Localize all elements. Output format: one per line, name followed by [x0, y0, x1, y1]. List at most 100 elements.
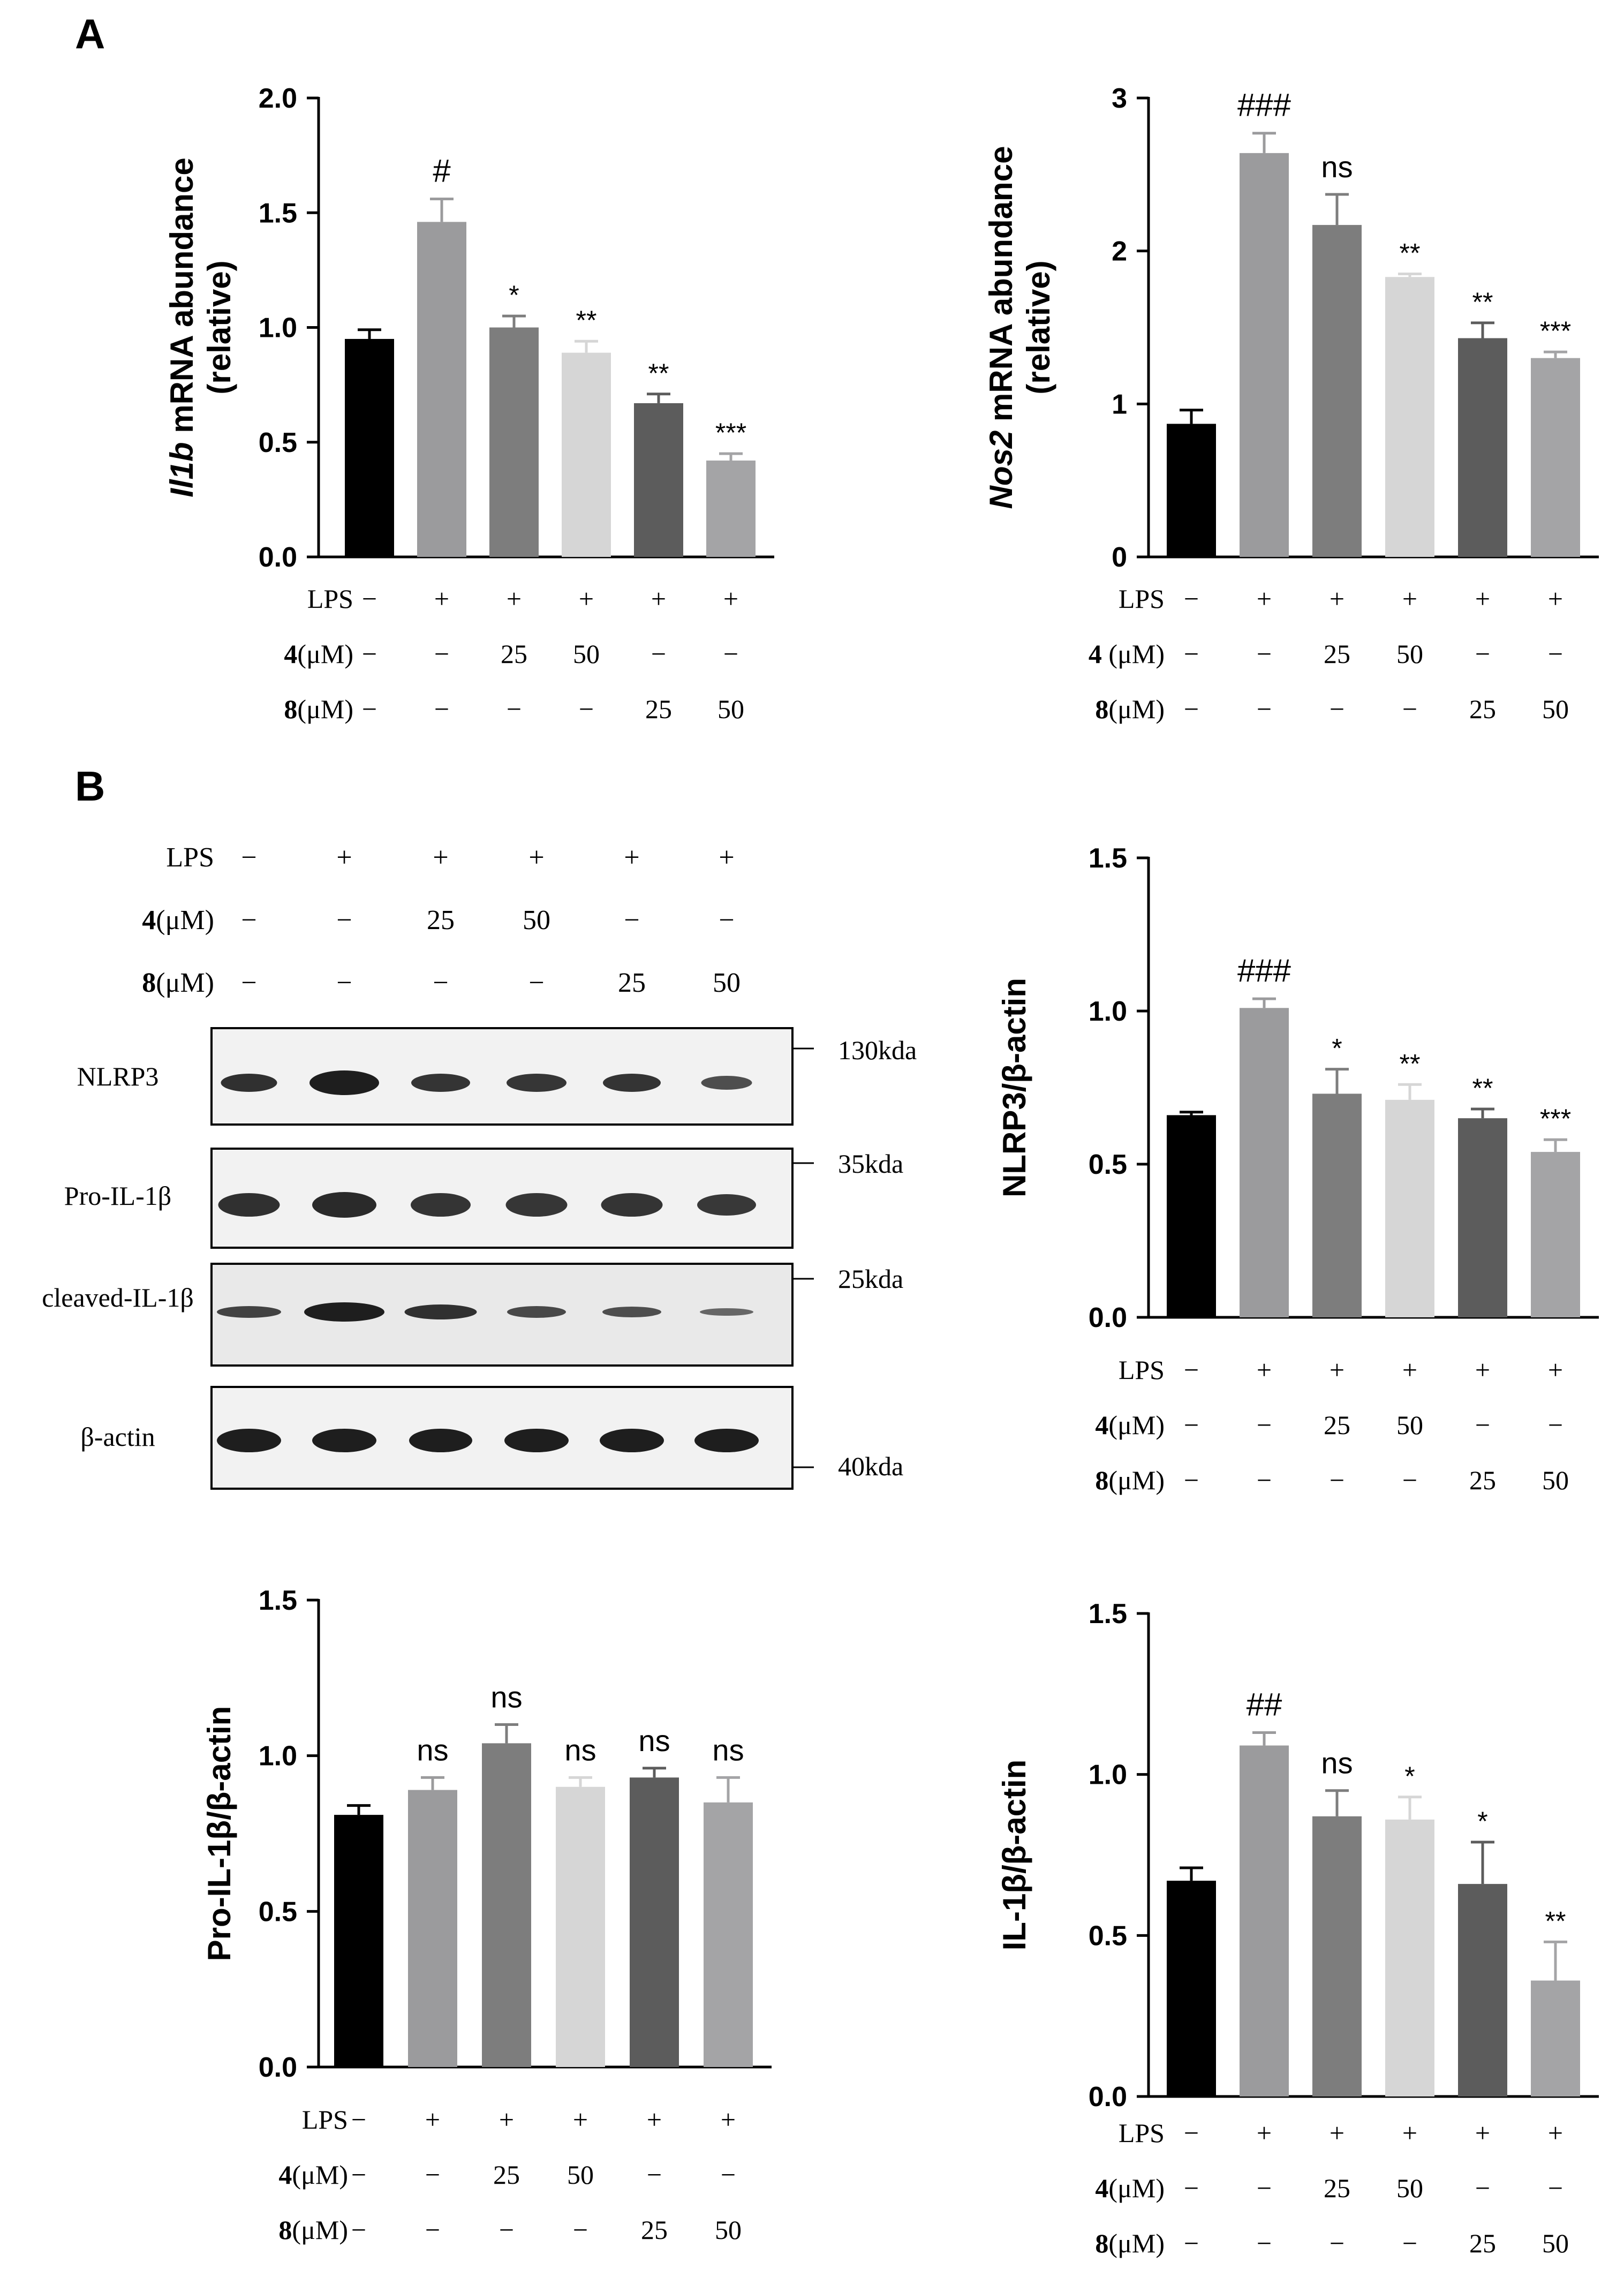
condition-cell: + — [721, 2105, 736, 2134]
condition-cell: − — [1402, 1465, 1417, 1495]
condition-cell: − — [1184, 2228, 1199, 2258]
y-tick-label: 0.5 — [259, 427, 297, 458]
condition-cell: 50 — [1542, 2228, 1569, 2258]
blot-band — [217, 1429, 281, 1452]
blot-band — [601, 1193, 663, 1217]
compound-id: 4 — [284, 639, 297, 669]
condition-cell: 50 — [523, 905, 550, 936]
blot-band — [411, 1193, 471, 1217]
compound-id: 8 — [1095, 694, 1108, 724]
compound-id: 4 — [278, 2160, 292, 2190]
blot-band — [217, 1306, 281, 1318]
condition-cell: − — [434, 694, 449, 724]
condition-cell: − — [1257, 2228, 1272, 2258]
significance-label: ## — [1247, 1686, 1282, 1722]
compound-id: 8 — [1095, 2228, 1108, 2258]
significance-label: ns — [564, 1733, 596, 1767]
condition-cell: − — [433, 968, 448, 998]
compound-id: 8 — [284, 694, 297, 724]
y-axis-label: Pro-IL-1β/β-actin — [201, 1706, 237, 1962]
condition-cell: + — [336, 842, 352, 873]
chart-pro-il1b-ratio: 0.0 0.5 1.0 1.5 Pro-IL-1β/β-actin ns ns ns ns ns L… — [201, 1585, 772, 2245]
condition-cell: 25 — [1469, 2228, 1496, 2258]
molecular-weight-marker: 130kda — [838, 1035, 917, 1065]
condition-cell: 25 — [641, 2215, 668, 2245]
bar — [1312, 1816, 1362, 2096]
bar — [556, 1786, 605, 2067]
compound-unit: (μM) — [156, 905, 214, 936]
condition-cell: 25 — [618, 968, 646, 998]
condition-cell: + — [579, 584, 594, 614]
condition-cell: + — [624, 842, 639, 873]
condition-cell: − — [647, 2160, 662, 2190]
condition-cell: 25 — [1324, 639, 1350, 669]
condition-cell: − — [1184, 1410, 1199, 1440]
condition-cell: − — [1257, 2173, 1272, 2203]
blot-band — [697, 1194, 756, 1216]
compound-id: 8 — [142, 968, 156, 998]
condition-row-label: LPS — [166, 842, 214, 873]
condition-row-label: 4(μM) — [278, 2160, 348, 2190]
significance-label: * — [1332, 1034, 1342, 1063]
blot-band — [312, 1192, 376, 1218]
condition-cell: − — [1548, 1410, 1563, 1440]
significance-label: *** — [1540, 1104, 1571, 1134]
y-tick-label: 2.0 — [259, 83, 297, 114]
condition-cell: − — [1330, 2228, 1344, 2258]
blot-band — [504, 1429, 569, 1452]
y-tick-label: 1.5 — [259, 1585, 297, 1616]
bar — [1531, 1980, 1580, 2096]
condition-cell: − — [1257, 694, 1272, 724]
condition-cell: − — [241, 905, 256, 936]
compound-id: 8 — [1095, 1465, 1108, 1495]
blot-band — [218, 1193, 280, 1217]
condition-cell: 25 — [1324, 1410, 1350, 1440]
condition-cell: + — [1475, 584, 1490, 614]
condition-cell: − — [1257, 1410, 1272, 1440]
blot-band — [312, 1429, 376, 1452]
y-tick-label: 1.0 — [259, 313, 297, 344]
bar — [1240, 1008, 1289, 1317]
condition-row-label: LPS — [1119, 1355, 1165, 1385]
condition-cell: 50 — [1542, 694, 1569, 724]
y-tick-label: 0.0 — [1089, 1302, 1127, 1333]
condition-row-label: 4(μM) — [284, 639, 353, 669]
condition-cell: − — [362, 694, 377, 724]
condition-row-label: 4(μM) — [1095, 2173, 1165, 2203]
compound-unit: (μM) — [297, 694, 353, 724]
condition-cell: 50 — [1396, 1410, 1423, 1440]
compound-unit: (μM) — [297, 639, 353, 669]
significance-label: ### — [1237, 953, 1291, 989]
condition-cell: + — [573, 2105, 588, 2134]
compound-unit: (μM) — [1108, 2173, 1165, 2203]
bar — [1458, 1118, 1507, 1317]
significance-label: ** — [1400, 1049, 1421, 1078]
condition-row-label: 4(μM) — [142, 905, 214, 936]
significance-label: * — [1404, 1761, 1415, 1791]
condition-cell: − — [721, 2160, 736, 2190]
y-axis-label: NLRP3/β-actin — [996, 978, 1032, 1197]
condition-cell: + — [1548, 1355, 1563, 1385]
chart-il1b-ratio: 0.00.51.01.5IL-1β/β-actin##ns ****LPS − + + +… — [996, 1598, 1599, 2258]
condition-cell: + — [434, 584, 449, 614]
significance-label: ** — [1545, 1906, 1566, 1936]
blot-band — [694, 1429, 759, 1452]
condition-row-label: 4(μM) — [1095, 1410, 1165, 1440]
bar — [1531, 1152, 1580, 1317]
y-axis-label: Il1b mRNA abundance — [164, 157, 200, 497]
compound-id: 4 — [1095, 2173, 1108, 2203]
condition-cell: + — [1475, 2118, 1490, 2148]
y-axis-label-text: mRNA abundance — [983, 146, 1019, 431]
significance-label: * — [1477, 1806, 1487, 1836]
blot-band — [411, 1074, 470, 1092]
condition-cell: − — [1330, 1465, 1344, 1495]
compound-id: 4 — [1095, 1410, 1108, 1440]
compound-unit: (μM) — [292, 2215, 348, 2245]
condition-cell: 25 — [493, 2160, 520, 2190]
blot-band — [409, 1429, 472, 1452]
y-axis-label: Nos2 mRNA abundance — [983, 146, 1019, 509]
y-axis-label: IL-1β/β-actin — [996, 1760, 1032, 1951]
condition-cell: − — [499, 2215, 514, 2245]
condition-cell: − — [434, 639, 449, 669]
